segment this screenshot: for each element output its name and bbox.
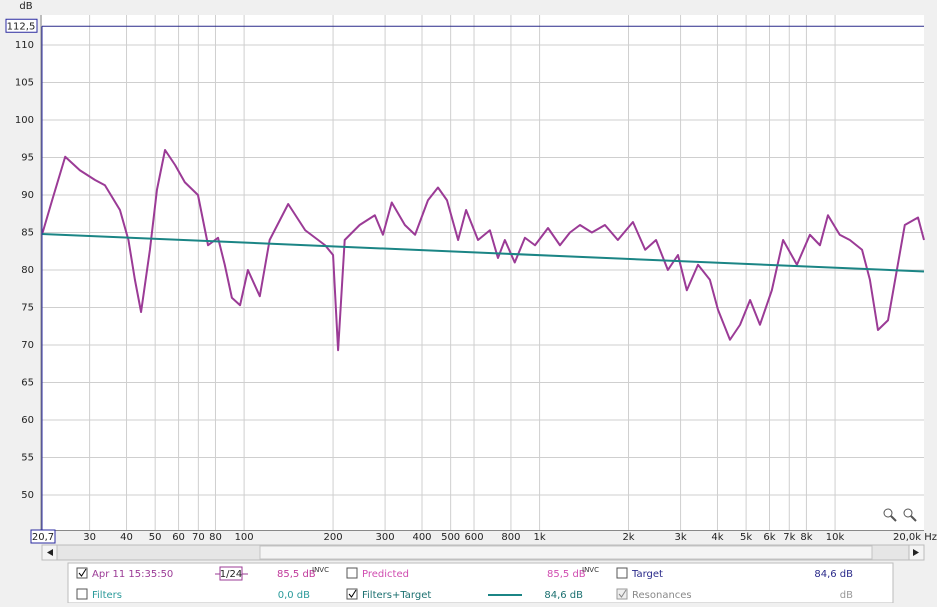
x-tick-label: 30 (83, 532, 96, 543)
legend-label[interactable]: Target (631, 569, 663, 580)
grid (42, 15, 924, 531)
xlim-label: 20,7 (32, 532, 54, 543)
scrollbar[interactable] (41, 544, 925, 561)
ylim-label: 112,5 (7, 21, 36, 32)
y-axis-label: dB (19, 1, 32, 12)
y-tick-label: 65 (21, 378, 34, 389)
x-tick-label: 6k (763, 532, 775, 543)
level: 84,6 dB (814, 569, 853, 580)
level-note: INVC (312, 566, 329, 574)
y-tick-label: 75 (21, 303, 34, 314)
legend-label[interactable]: Apr 11 15:35:50 (92, 569, 173, 580)
series-line (41, 233, 925, 273)
legend-row: Filters 0,0 dB Filters+Target 84,6 dB Re… (76, 588, 853, 601)
plot-area (42, 15, 924, 530)
x-tick-label: 5k (740, 532, 752, 543)
checkbox[interactable] (346, 588, 358, 600)
x-tick-label: 600 (464, 532, 483, 543)
y-tick-label: 90 (21, 190, 34, 201)
checkbox[interactable] (76, 588, 88, 600)
check (618, 589, 627, 598)
y-tick-label: 85 (21, 228, 34, 239)
xlim-box (30, 529, 56, 544)
check (78, 568, 87, 577)
y-tick-label: 70 (21, 340, 34, 351)
x-tick-label: 80 (209, 532, 222, 543)
x-tick-label: 70 (192, 532, 205, 543)
level: 0,0 dB (278, 590, 310, 601)
smoothing[interactable]: 1/24 (220, 569, 242, 580)
ylim-box (5, 18, 38, 33)
legend-label[interactable]: Filters (92, 590, 122, 601)
series-line (41, 149, 925, 352)
y-tick-label: 50 (21, 490, 34, 501)
legend-panel (67, 562, 894, 604)
x-tick-label: 4k (711, 532, 723, 543)
x-tick-label: 8k (800, 532, 812, 543)
x-tick-label: 2k (622, 532, 634, 543)
y-tick-label: 100 (15, 115, 34, 126)
y-tick-label: 105 (15, 78, 34, 89)
x-tick-label: 3k (674, 532, 686, 543)
y-tick-label: 60 (21, 415, 34, 426)
x-tick-label: 100 (235, 532, 254, 543)
marks (41, 149, 925, 352)
y-tick-label: 95 (21, 153, 34, 164)
x-tick-label: 200 (324, 532, 343, 543)
checkbox (616, 588, 628, 600)
x-tick-label: 60 (172, 532, 185, 543)
checkbox[interactable] (616, 567, 628, 579)
legend-label[interactable]: Predicted (362, 569, 409, 580)
level: 85,5 dB (547, 569, 586, 580)
x-tick-label: 400 (412, 532, 431, 543)
xlim-label: 20,0k Hz (893, 532, 937, 543)
x-tick-label: 1k (534, 532, 546, 543)
level: 84,6 dB (544, 590, 583, 601)
legend-label[interactable]: Filters+Target (362, 590, 431, 601)
legend-row: Apr 11 15:35:50 1/24 85,5 dB INVC Predic… (76, 566, 853, 581)
y-tick-label: 80 (21, 265, 34, 276)
zoom-icons[interactable] (883, 508, 917, 522)
smoothing-box[interactable] (219, 566, 243, 581)
level: 85,5 dB (277, 569, 316, 580)
check (348, 589, 357, 598)
x-tick-label: 800 (501, 532, 520, 543)
x-tick-label: 300 (376, 532, 395, 543)
checkbox[interactable] (346, 567, 358, 579)
legend-label: Resonances (632, 590, 692, 601)
y-tick-label: 55 (21, 453, 34, 464)
y-tick-label: 110 (15, 40, 34, 51)
level-note: INVC (582, 566, 599, 574)
x-tick-label: 10k (826, 532, 845, 543)
checkbox[interactable] (76, 567, 88, 579)
x-tick-label: 7k (783, 532, 795, 543)
x-tick-label: 500 (441, 532, 460, 543)
level: dB (840, 590, 853, 601)
x-tick-label: 40 (120, 532, 133, 543)
x-tick-label: 50 (149, 532, 162, 543)
